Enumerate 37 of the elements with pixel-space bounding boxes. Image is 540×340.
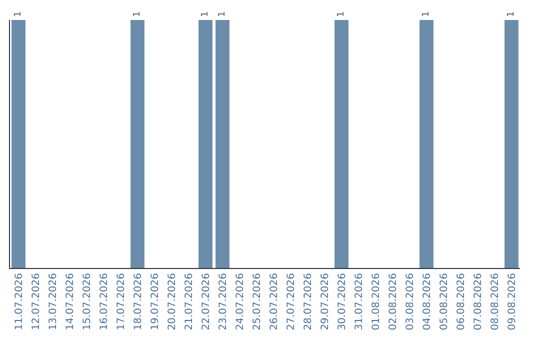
x-tick-label: 27.07.2026 [286,273,297,330]
data-label: 1 [218,11,228,17]
data-label: 1 [506,11,516,17]
x-tick-label: 25.07.2026 [252,273,263,330]
x-tick-label: 26.07.2026 [268,273,280,330]
x-tick-label: 07.08.2026 [472,273,484,330]
data-label: 1 [422,11,432,17]
data-label: 1 [132,11,142,17]
x-tick-label: 05.08.2026 [438,273,450,330]
x-tick-label: 09.08.2026 [506,273,518,330]
data-label: 1 [14,11,24,17]
x-tick-label: 28.07.2026 [302,273,314,330]
x-tick-label: 23.07.2026 [218,273,229,330]
x-tick-label: 29.07.2026 [320,273,331,330]
data-label: 1 [200,11,210,17]
x-tick-label: 21.07.2026 [184,273,195,330]
x-tick-label: 24.07.2026 [234,273,246,330]
x-tick-label: 13.07.2026 [48,273,59,330]
x-tick-label: 04.08.2026 [422,273,433,330]
x-tick-label: 03.08.2026 [404,273,416,330]
x-tick-label: 11.07.2026 [14,273,25,330]
x-tick-label: 08.08.2026 [490,273,501,330]
x-tick-label: 22.07.2026 [200,273,212,330]
x-tick-label: 01.08.2026 [370,273,382,330]
x-tick-label: 15.07.2026 [82,273,93,330]
x-tick-label: 06.08.2026 [456,273,467,330]
x-tick-label: 20.07.2026 [166,273,178,330]
x-tick-label: 12.07.2026 [30,273,42,330]
x-tick-label: 17.07.2026 [116,273,127,330]
x-tick-label: 18.07.2026 [132,273,144,330]
x-tick-label: 16.07.2026 [98,273,110,330]
x-tick-label: 19.07.2026 [150,273,161,330]
data-label: 1 [336,11,346,17]
x-tick-label: 02.08.2026 [388,273,399,330]
x-tick-label: 14.07.2026 [64,273,76,330]
x-tick-label: 31.07.2026 [354,273,365,330]
x-tick-label: 30.07.2026 [336,273,348,330]
